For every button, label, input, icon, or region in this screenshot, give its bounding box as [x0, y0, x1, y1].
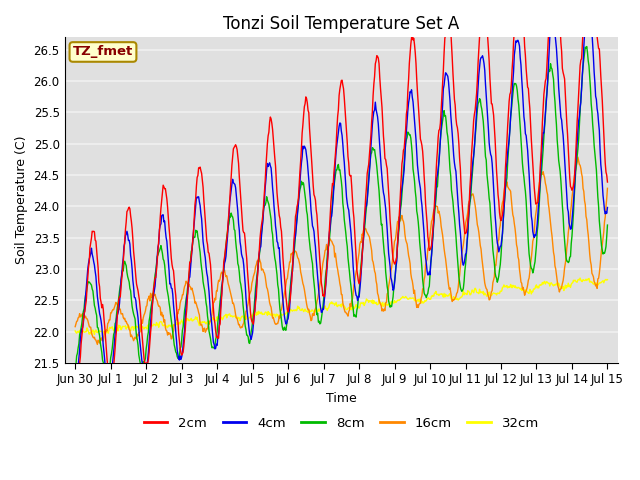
Text: TZ_fmet: TZ_fmet — [73, 46, 133, 59]
Title: Tonzi Soil Temperature Set A: Tonzi Soil Temperature Set A — [223, 15, 460, 33]
X-axis label: Time: Time — [326, 392, 356, 405]
Y-axis label: Soil Temperature (C): Soil Temperature (C) — [15, 136, 28, 264]
Legend: 2cm, 4cm, 8cm, 16cm, 32cm: 2cm, 4cm, 8cm, 16cm, 32cm — [138, 412, 544, 435]
